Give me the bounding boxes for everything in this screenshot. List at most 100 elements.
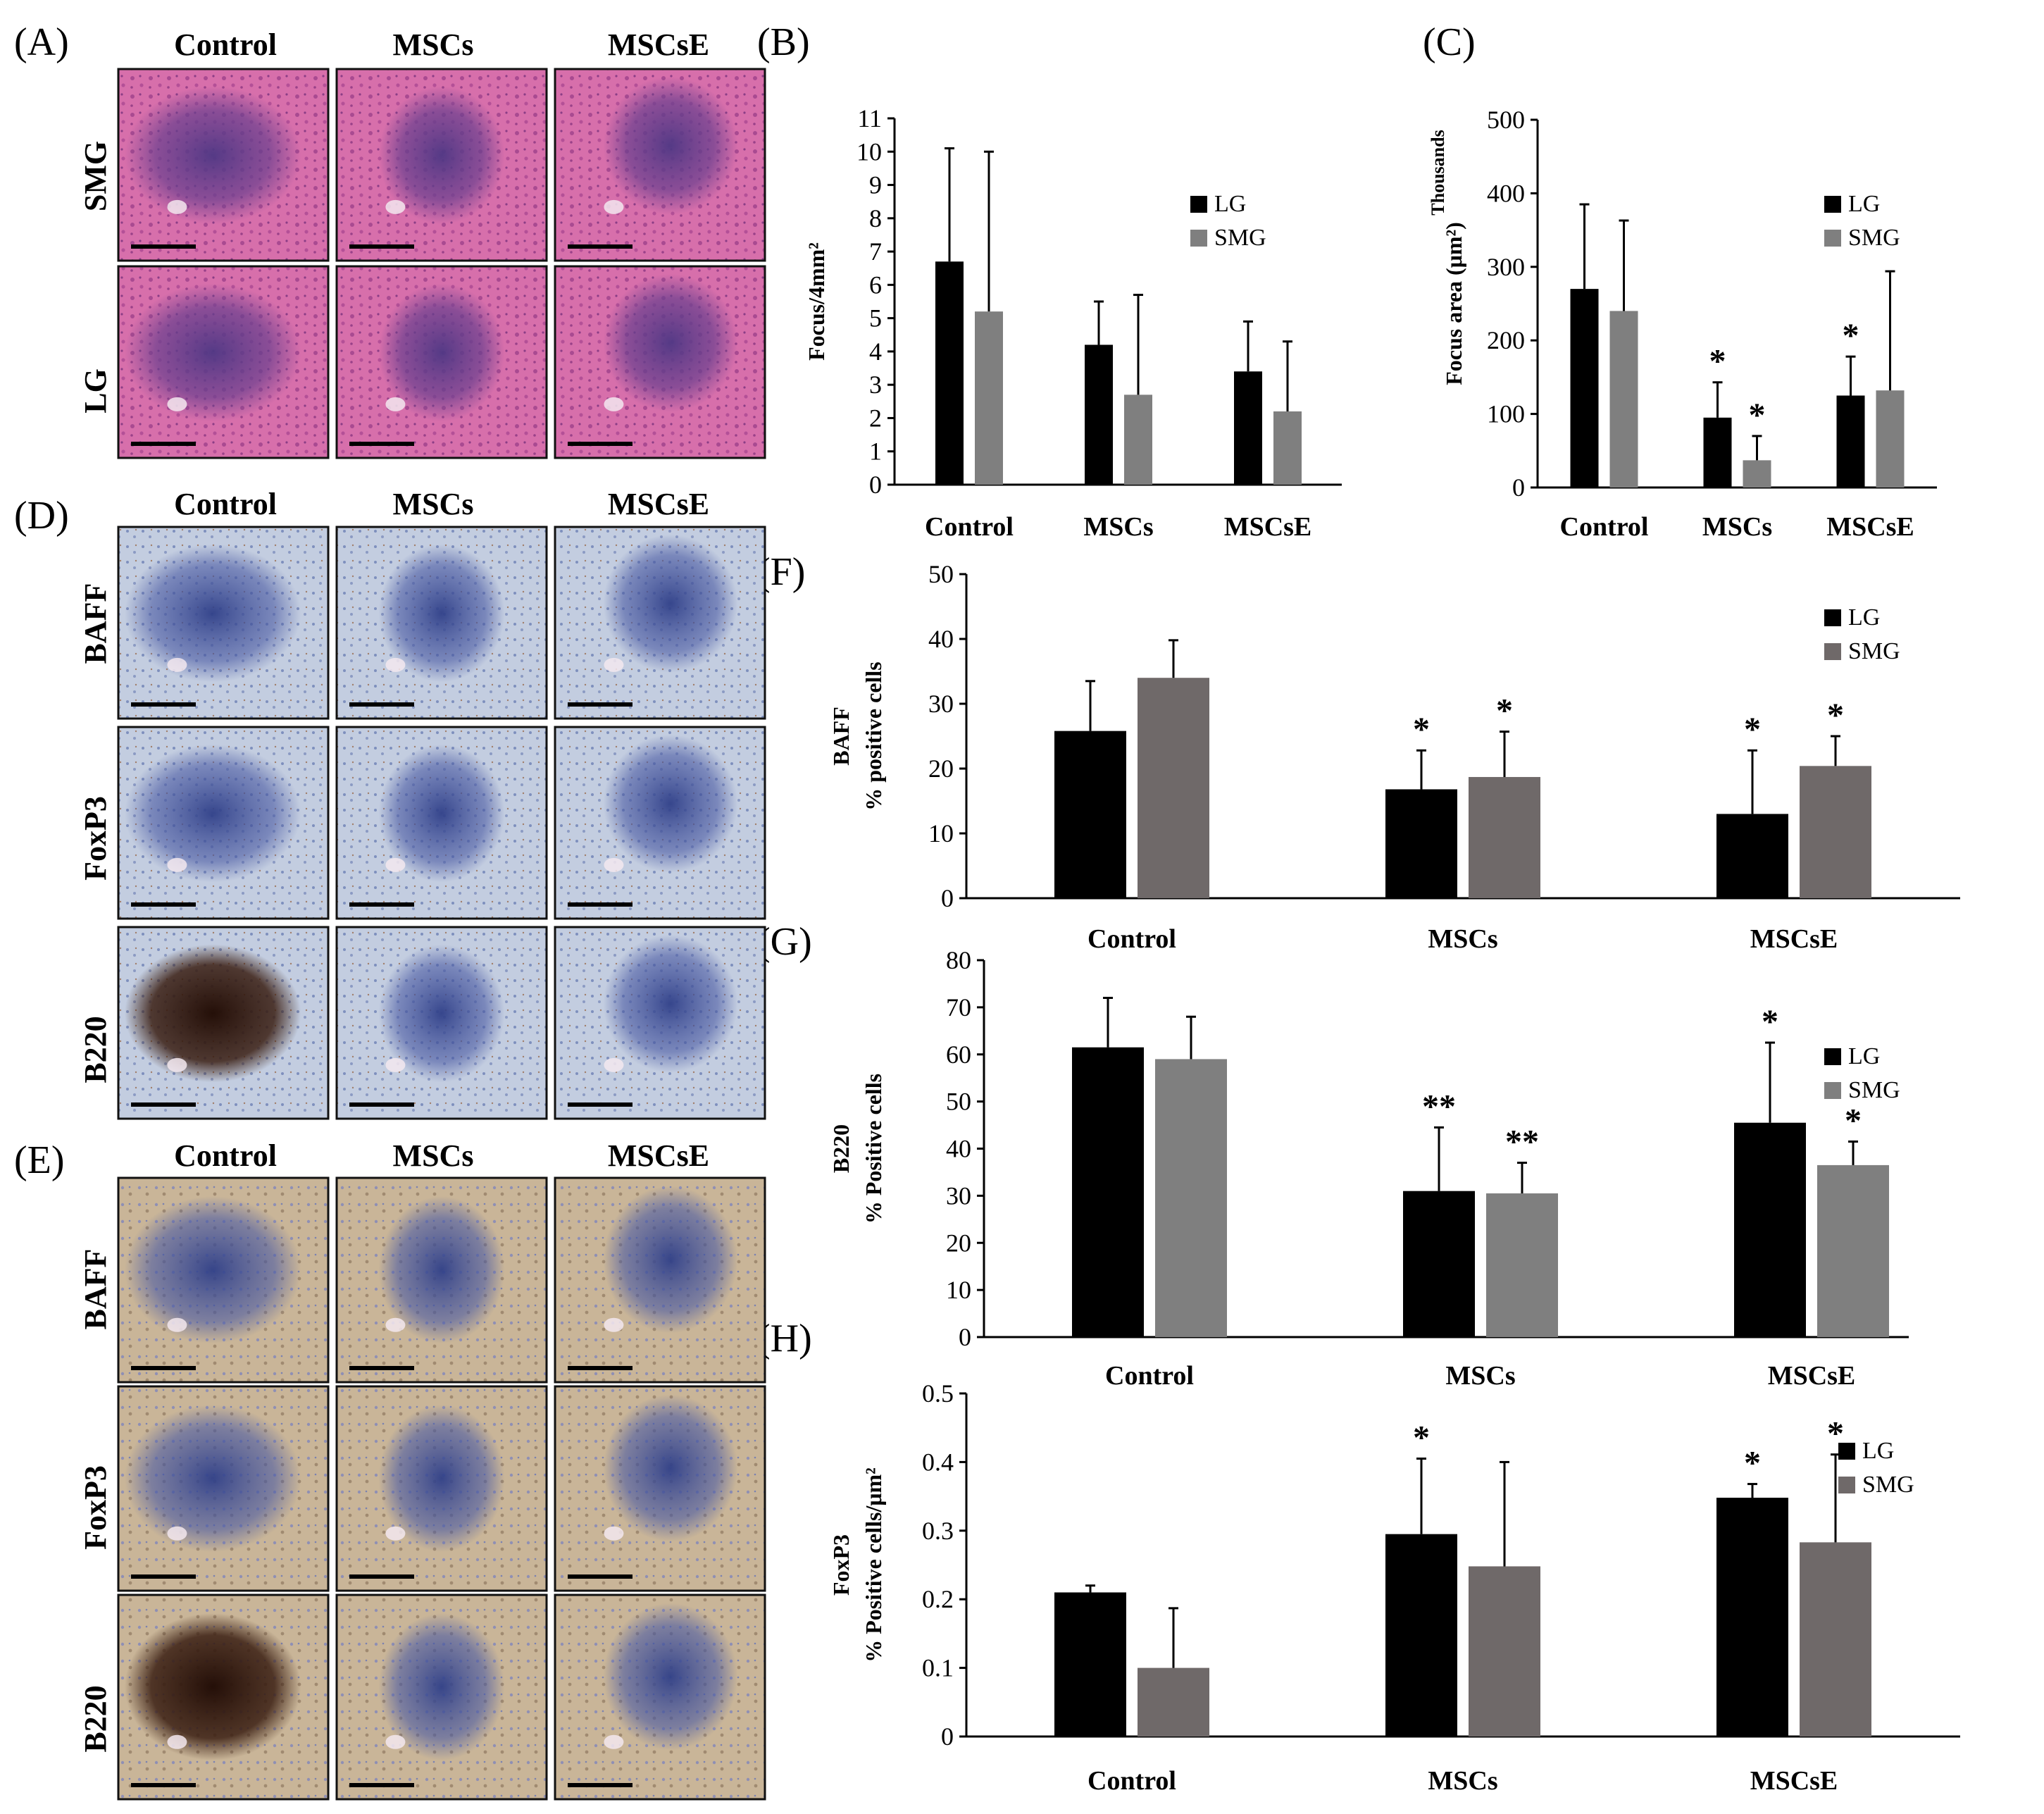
bar-lg-mscs — [1085, 344, 1113, 485]
duct-lumen — [385, 1317, 406, 1332]
lymphocyte-focus — [603, 734, 738, 873]
legend-label: LG — [1848, 604, 1880, 630]
micrograph-ihc-d-r0-c0 — [117, 526, 330, 720]
micrograph-ihc-d-r1-c2 — [554, 726, 766, 920]
bar-smg-mscse — [1817, 1164, 1889, 1337]
chart-h: 0 0.1 0.2 0.3 0.4 0.5 FoxP3 % Positive cells/μm… — [828, 1379, 1960, 1796]
y-tick-label: 6 — [869, 271, 882, 299]
y-axis-label: Focus area (μm²) — [1441, 222, 1466, 385]
col-header-mscse-a: MSCsE — [608, 27, 709, 62]
bar-smg-mscse — [1273, 411, 1302, 485]
micrograph-ihc-d-r1-c1 — [335, 726, 548, 920]
lymphocyte-focus — [603, 1186, 738, 1334]
micrograph-ihc-e-r2-c2 — [554, 1594, 766, 1801]
category-label: Control — [1560, 512, 1649, 542]
panel-label-e: (E) — [14, 1138, 65, 1182]
col-header-mscs-d: MSCs — [393, 487, 474, 521]
significance-mark: * — [1413, 1419, 1430, 1457]
y-tick-label: 500 — [1487, 106, 1525, 134]
duct-lumen — [385, 1734, 406, 1749]
y-tick-label: 20 — [928, 754, 954, 783]
significance-mark: * — [1749, 397, 1766, 434]
duct-lumen — [167, 1317, 187, 1332]
bar-smg-mscs — [1469, 1566, 1540, 1737]
legend-swatch — [1838, 1443, 1855, 1460]
y-tick-label: 3 — [869, 371, 882, 399]
panel-label-h: (H) — [757, 1317, 812, 1360]
bar-lg-mscs — [1385, 789, 1457, 898]
bar-smg-mscs — [1469, 776, 1540, 898]
micrograph-ihc-d-r1-c0 — [117, 726, 330, 920]
duct-lumen — [167, 1734, 187, 1749]
y-tick-label: 200 — [1487, 326, 1525, 354]
lymphocyte-focus — [603, 1603, 738, 1751]
y-tick-label: 9 — [869, 171, 882, 199]
lymphocyte-focus — [124, 1405, 301, 1552]
row-label-lg: LG — [78, 368, 113, 414]
lymphocyte-focus — [378, 744, 505, 883]
y-tick-label: 7 — [869, 237, 882, 266]
bar-smg-control — [1138, 1667, 1209, 1737]
bar-charts: 0 1 2 3 4 5 6 7 8 9 10 11 Focus/4mm² Control MSCs MSCsE… — [804, 104, 1960, 1796]
category-label: MSCs — [1428, 924, 1497, 954]
y-tick-label: 60 — [946, 1040, 971, 1069]
panel-label-a: (A) — [14, 20, 69, 64]
category-label: MSCsE — [1224, 512, 1312, 542]
lymphocyte-focus — [378, 944, 505, 1083]
category-label: MSCs — [1702, 512, 1772, 542]
legend-label: SMG — [1862, 1472, 1914, 1498]
row-label-smg: SMG — [78, 141, 113, 211]
lymphocyte-focus — [603, 1394, 738, 1542]
y-axis-label: % Positive cells — [861, 1074, 886, 1224]
y-tick-label: 30 — [928, 690, 954, 718]
y-tick-label: 0.1 — [922, 1654, 954, 1682]
duct-lumen — [385, 1057, 406, 1072]
duct-lumen — [604, 657, 624, 672]
lymphocyte-focus — [124, 544, 301, 683]
y-tick-label: 40 — [946, 1135, 971, 1163]
significance-mark: * — [1709, 343, 1726, 380]
bar-lg-mscse — [1716, 814, 1788, 898]
chart-c: 0 100 200 300 400 500 Focus area (μm²) Thousand… — [1428, 106, 1937, 542]
micrograph-ihc-e-r1-c1 — [335, 1385, 548, 1592]
lymphocyte-focus — [124, 86, 301, 225]
y-tick-label: 1 — [869, 437, 882, 466]
y-tick-label: 0.4 — [922, 1448, 954, 1476]
legend-swatch — [1824, 1048, 1841, 1065]
bar-lg-control — [1054, 731, 1126, 898]
micrograph-ihc-d-r0-c1 — [335, 526, 548, 720]
bar-smg-control — [975, 311, 1003, 485]
y-tick-label: 0 — [869, 471, 882, 499]
y-tick-label: 2 — [869, 404, 882, 432]
micrograph-ihc-e-r2-c0 — [117, 1594, 330, 1801]
y-tick-label: 0.2 — [922, 1585, 954, 1613]
micrograph-ihc-e-r1-c2 — [554, 1385, 766, 1592]
lymphocyte-focus — [378, 544, 505, 683]
bar-smg-mscse — [1876, 390, 1905, 487]
legend-swatch — [1190, 230, 1207, 247]
significance-mark: ** — [1505, 1124, 1539, 1161]
duct-lumen — [385, 397, 406, 411]
bar-lg-mscse — [1836, 395, 1865, 487]
row-label-b220-d: B220 — [78, 1016, 113, 1083]
duct-lumen — [604, 1734, 624, 1749]
bar-smg-control — [1155, 1059, 1227, 1337]
col-header-control-a: Control — [174, 27, 277, 62]
legend-label: SMG — [1848, 1077, 1900, 1103]
legend-swatch — [1824, 1082, 1841, 1099]
row-label-baff-e: BAFF — [78, 1249, 113, 1330]
duct-lumen — [604, 1317, 624, 1332]
legend-label: SMG — [1214, 225, 1266, 251]
legend-swatch — [1838, 1477, 1855, 1493]
lymphocyte-focus — [603, 273, 738, 412]
bar-lg-control — [935, 261, 964, 485]
micrograph-ihc-d-r2-c1 — [335, 926, 548, 1120]
duct-lumen — [167, 1057, 187, 1072]
chart-f: 0 10 20 30 40 50 BAFF % positive cells Control * *… — [828, 560, 1960, 954]
y-tick-label: 40 — [928, 625, 954, 653]
lymphocyte-focus — [124, 944, 301, 1083]
micrograph-he-r1-c0 — [117, 265, 330, 459]
category-label: MSCs — [1083, 512, 1153, 542]
micrograph-he-r1-c2 — [554, 265, 766, 459]
y-tick-label: 0 — [941, 884, 954, 912]
